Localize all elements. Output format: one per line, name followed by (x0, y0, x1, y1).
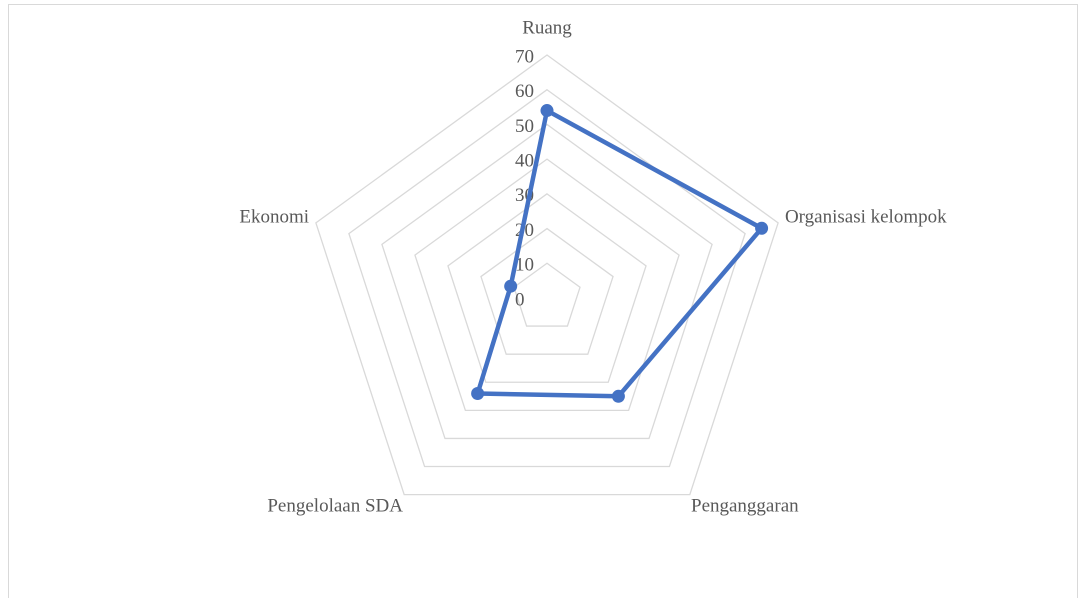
grid-ring (315, 54, 779, 496)
grid-ring (480, 227, 614, 355)
grid-ring (447, 193, 647, 383)
category-label: Pengelolaan SDA (267, 496, 403, 517)
category-label: Organisasi kelompok (785, 206, 947, 227)
chart-border (8, 4, 1078, 598)
r-tick-label: 70 (515, 46, 534, 67)
grid-ring (414, 158, 680, 411)
category-label: Ekonomi (239, 206, 309, 227)
grid-ring (513, 262, 581, 327)
category-label: Penganggaran (691, 496, 799, 517)
r-tick-label: 60 (515, 81, 534, 102)
series-marker (540, 104, 554, 118)
r-tick-label: 40 (515, 151, 534, 172)
series-line (475, 108, 764, 399)
series-marker (471, 386, 485, 400)
r-tick-label: 0 (515, 289, 525, 310)
series-marker (611, 389, 625, 403)
series-marker (504, 279, 518, 293)
series-marker (755, 221, 769, 235)
r-tick-label: 50 (515, 116, 534, 137)
grid-ring (348, 88, 746, 468)
category-label: Ruang (522, 18, 572, 39)
r-tick-label: 10 (515, 255, 534, 276)
grid-ring (381, 123, 713, 440)
